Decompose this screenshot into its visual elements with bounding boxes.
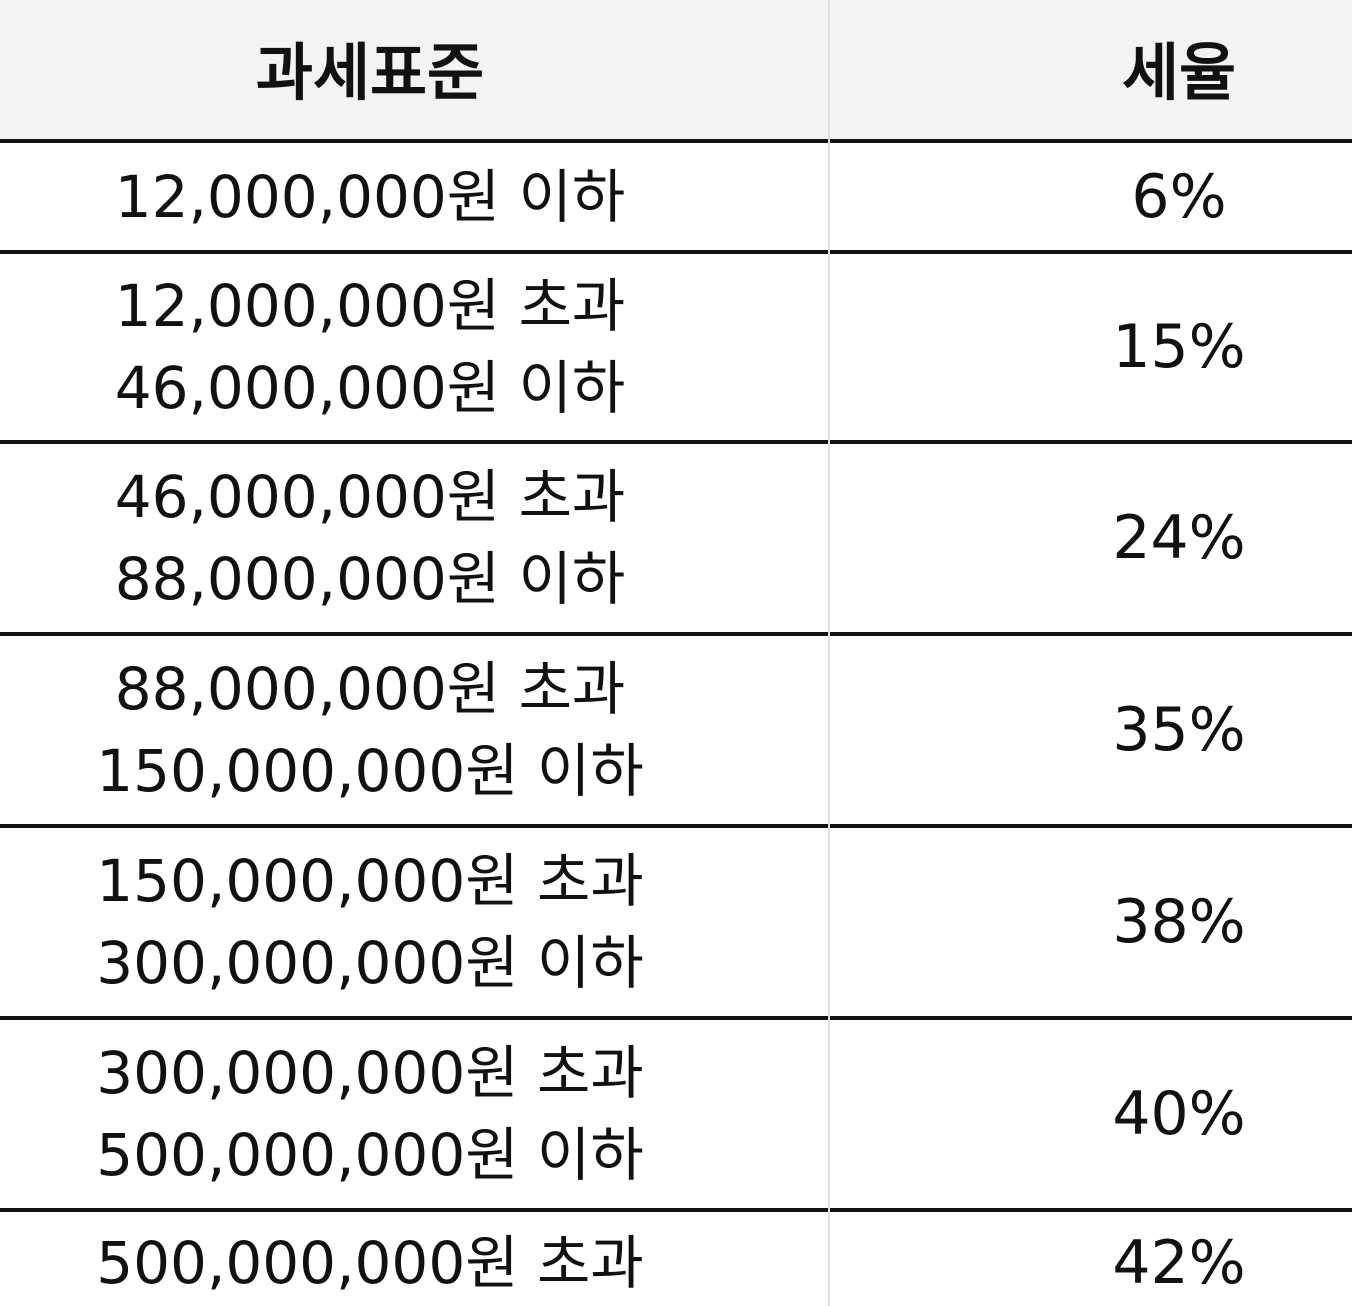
tax-base-line: 46,000,000원 초과: [114, 463, 626, 531]
row-divider: [0, 250, 1352, 254]
table-header-row: 과세표준 세율: [0, 0, 1352, 140]
table-row: 500,000,000원 초과 42%: [0, 1212, 1352, 1306]
tax-rate-cell: 35%: [1112, 695, 1246, 765]
tax-rate-cell: 42%: [1112, 1228, 1246, 1298]
table-row: 46,000,000원 초과 88,000,000원 이하 24%: [0, 444, 1352, 632]
tax-rate-cell: 15%: [1112, 312, 1246, 382]
tax-base-line: 88,000,000원 초과: [114, 655, 626, 723]
tax-base-cell: 88,000,000원 초과 150,000,000원 이하: [0, 636, 740, 824]
tax-base-line: 500,000,000원 이하: [96, 1121, 644, 1189]
tax-base-line: 12,000,000원 이하: [114, 162, 626, 231]
tax-base-line: 150,000,000원 초과: [96, 847, 644, 915]
tax-base-cell: 12,000,000원 초과 46,000,000원 이하: [0, 254, 740, 440]
tax-base-cell: 150,000,000원 초과 300,000,000원 이하: [0, 828, 740, 1016]
table-row: 88,000,000원 초과 150,000,000원 이하 35%: [0, 636, 1352, 824]
table-row: 300,000,000원 초과 500,000,000원 이하 40%: [0, 1020, 1352, 1208]
row-divider: [0, 824, 1352, 828]
row-divider: [0, 1016, 1352, 1020]
tax-base-line: 46,000,000원 이하: [114, 354, 626, 422]
table-row: 12,000,000원 이하 6%: [0, 143, 1352, 250]
tax-base-line: 88,000,000원 이하: [114, 545, 626, 613]
column-divider: [828, 0, 830, 1306]
tax-base-line: 12,000,000원 초과: [114, 272, 626, 340]
row-divider: [0, 1208, 1352, 1212]
tax-base-line: 300,000,000원 초과: [96, 1039, 644, 1107]
header-divider: [0, 139, 1352, 143]
tax-rate-cell: 40%: [1112, 1079, 1246, 1149]
header-tax-rate: 세율: [1121, 36, 1237, 109]
tax-base-cell: 500,000,000원 초과: [0, 1212, 740, 1306]
header-tax-base: 과세표준: [255, 36, 485, 109]
tax-base-cell: 46,000,000원 초과 88,000,000원 이하: [0, 444, 740, 632]
row-divider: [0, 632, 1352, 636]
tax-base-cell: 12,000,000원 이하: [0, 143, 740, 250]
table-row: 150,000,000원 초과 300,000,000원 이하 38%: [0, 828, 1352, 1016]
tax-rate-cell: 24%: [1112, 503, 1246, 573]
tax-base-line: 500,000,000원 초과: [96, 1229, 644, 1297]
tax-base-cell: 300,000,000원 초과 500,000,000원 이하: [0, 1020, 740, 1208]
row-divider: [0, 440, 1352, 444]
table-row: 12,000,000원 초과 46,000,000원 이하 15%: [0, 254, 1352, 440]
tax-base-line: 150,000,000원 이하: [96, 737, 644, 805]
tax-base-line: 300,000,000원 이하: [96, 929, 644, 997]
tax-rate-cell: 38%: [1112, 887, 1246, 957]
tax-rate-cell: 6%: [1131, 161, 1227, 232]
